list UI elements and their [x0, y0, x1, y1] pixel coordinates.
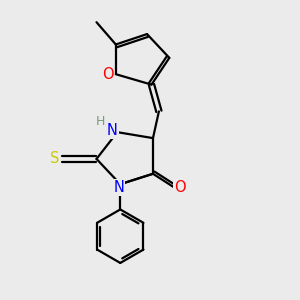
Text: N: N	[106, 123, 117, 138]
Text: O: O	[102, 67, 113, 82]
Text: S: S	[50, 152, 60, 166]
Text: H: H	[95, 115, 105, 128]
Text: N: N	[113, 180, 124, 195]
Text: O: O	[175, 180, 186, 195]
